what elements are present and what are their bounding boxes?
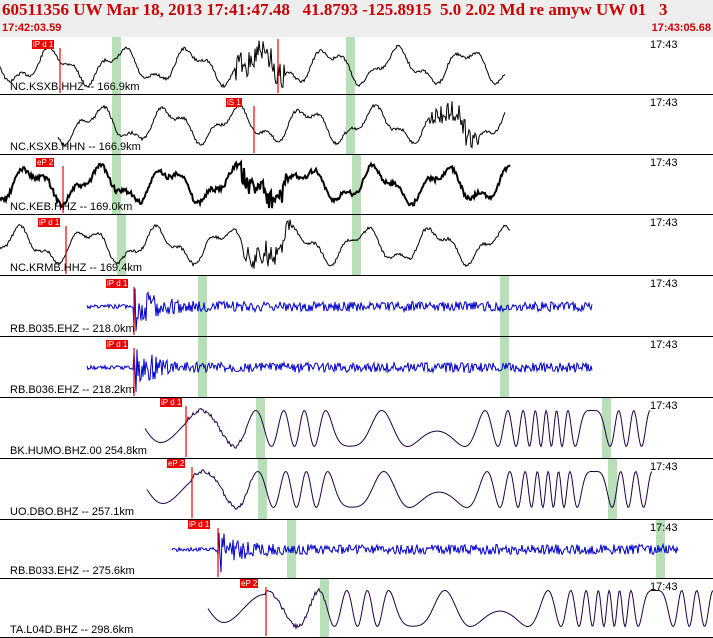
seismogram-plot (0, 276, 713, 337)
seismogram-plot (0, 520, 713, 579)
channel-label: RB.B036.EHZ -- 218.2km (10, 384, 135, 396)
seismogram-plot (0, 155, 713, 215)
phase-pick-label[interactable]: eP 2 (240, 579, 259, 588)
time-marker-label: 17:43 (650, 339, 678, 351)
time-marker-label: 17:43 (650, 581, 678, 593)
trace-panel[interactable]: eP 2 NC.KEB.HHZ -- 169.0km 17:43 (0, 155, 713, 215)
header-bar: 60511356 UW Mar 18, 2013 17:41:47.48 41.… (0, 0, 713, 37)
seismogram-trace (0, 159, 511, 209)
trace-panel[interactable]: iP d 1 RB.B035.EHZ -- 218.0km 17:43 (0, 276, 713, 337)
phase-window-highlight (198, 276, 207, 336)
seismogram-plot (0, 37, 713, 95)
time-marker-label: 17:43 (650, 400, 678, 412)
seismogram-plot (0, 215, 713, 276)
channel-label: TA.L04D.BHZ -- 298.6km (10, 624, 134, 636)
phase-pick-label[interactable]: iP d 1 (188, 520, 211, 529)
trace-panel[interactable]: eP 2 UO.DBO.BHZ -- 257.1km 17:43 (0, 459, 713, 520)
phase-pick-label[interactable]: iP d 1 (160, 398, 183, 407)
phase-window-highlight (112, 37, 121, 94)
phase-pick-label[interactable]: eP 2 (36, 158, 55, 167)
seismogram-trace (0, 40, 506, 89)
seismogram-plot (0, 95, 713, 155)
phase-window-highlight (602, 398, 611, 458)
channel-label: NC.KEB.HHZ -- 169.0km (10, 201, 133, 213)
channel-label: BK.HUMO.BHZ.00 254.8km (10, 445, 147, 457)
time-marker-label: 17:43 (650, 157, 678, 169)
start-time: 17:42:03.59 (2, 22, 62, 34)
end-time: 17:43:05.68 (651, 22, 711, 34)
time-marker-label: 17:43 (650, 278, 678, 290)
channel-label: NC.KRMB.HHZ -- 169.4km (10, 262, 143, 274)
time-marker-label: 17:43 (650, 522, 678, 534)
trace-panel[interactable]: iP d 1 NC.KSXB.HHZ -- 166.9km 17:43 (0, 37, 713, 95)
seismogram-plot (0, 398, 713, 459)
seismogram-trace (207, 587, 713, 631)
phase-window-highlight (608, 459, 617, 519)
seismogram-trace (86, 288, 593, 332)
time-marker-label: 17:43 (650, 39, 678, 51)
trace-panel[interactable]: iP d 1 NC.KRMB.HHZ -- 169.4km 17:43 (0, 215, 713, 276)
phase-window-highlight (500, 276, 509, 336)
event-title: 60511356 UW Mar 18, 2013 17:41:47.48 41.… (2, 0, 668, 19)
phase-pick-label[interactable]: iP d 1 (106, 340, 129, 349)
channel-label: UO.DBO.BHZ -- 257.1km (10, 506, 135, 518)
phase-window-highlight (352, 155, 361, 214)
channel-label: RB.B035.EHZ -- 218.0km (10, 323, 135, 335)
phase-pick-label[interactable]: eP 2 (167, 459, 186, 468)
phase-window-highlight (352, 215, 361, 275)
phase-window-highlight (112, 155, 121, 214)
channel-label: NC.KSXB.HHN -- 166.9km (10, 141, 141, 153)
trace-panel[interactable]: iP d 1 RB.B036.EHZ -- 218.2km 17:43 (0, 337, 713, 398)
seismogram-plot (0, 459, 713, 520)
phase-pick-label[interactable]: iP d 1 (32, 40, 55, 49)
phase-window-highlight (258, 459, 267, 519)
channel-label: RB.B033.EHZ -- 275.6km (10, 565, 135, 577)
seismogram-trace (86, 349, 593, 392)
seismogram-plot (0, 337, 713, 398)
time-marker-label: 17:43 (650, 217, 678, 229)
seismogram-trace (171, 532, 679, 573)
trace-panel[interactable]: iP d 1 RB.B033.EHZ -- 275.6km 17:43 (0, 520, 713, 579)
seismogram-trace (146, 469, 653, 511)
phase-window-highlight (112, 95, 121, 154)
phase-pick-label[interactable]: iP d 1 (38, 218, 61, 227)
phase-pick-label[interactable]: iS 1 (226, 98, 242, 107)
channel-label: NC.KSXB.HHZ -- 166.9km (10, 81, 140, 93)
trace-panel[interactable]: iS 1 NC.KSXB.HHN -- 166.9km 17:43 (0, 95, 713, 155)
seismogram-trace (144, 407, 651, 449)
seismogram-trace (0, 219, 511, 269)
trace-panel[interactable]: iP d 1 BK.HUMO.BHZ.00 254.8km 17:43 (0, 398, 713, 459)
phase-window-highlight (198, 337, 207, 397)
phase-window-highlight (117, 215, 126, 275)
trace-panel[interactable]: eP 2 TA.L04D.BHZ -- 298.6km 17:43 (0, 579, 713, 638)
phase-window-highlight (346, 95, 355, 154)
phase-window-highlight (320, 579, 329, 637)
time-marker-label: 17:43 (650, 461, 678, 473)
phase-window-highlight (346, 37, 355, 94)
seismogram-trace (57, 101, 506, 149)
phase-pick-label[interactable]: iP d 1 (106, 279, 129, 288)
time-marker-label: 17:43 (650, 97, 678, 109)
phase-window-highlight (256, 398, 265, 458)
